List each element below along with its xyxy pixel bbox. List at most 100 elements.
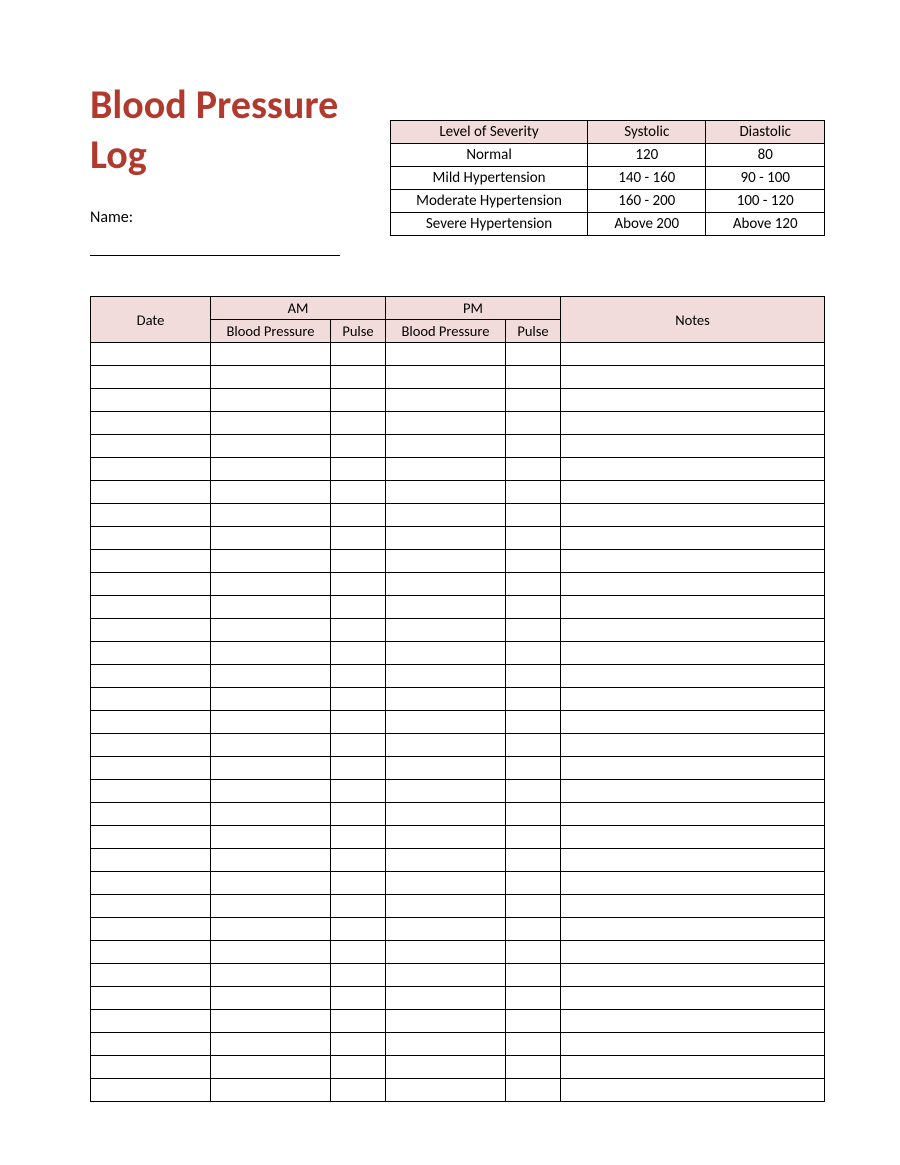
log-cell-am_bp[interactable]	[211, 1056, 331, 1079]
log-cell-pm_pulse[interactable]	[506, 550, 561, 573]
log-cell-pm_bp[interactable]	[386, 987, 506, 1010]
log-cell-notes[interactable]	[561, 504, 825, 527]
log-row[interactable]	[91, 849, 825, 872]
log-cell-pm_bp[interactable]	[386, 1056, 506, 1079]
log-cell-pm_bp[interactable]	[386, 527, 506, 550]
log-row[interactable]	[91, 826, 825, 849]
log-cell-pm_bp[interactable]	[386, 1079, 506, 1102]
log-cell-notes[interactable]	[561, 803, 825, 826]
log-cell-am_pulse[interactable]	[331, 987, 386, 1010]
log-cell-date[interactable]	[91, 734, 211, 757]
log-cell-pm_bp[interactable]	[386, 366, 506, 389]
log-cell-pm_bp[interactable]	[386, 849, 506, 872]
log-cell-pm_pulse[interactable]	[506, 1033, 561, 1056]
log-cell-am_pulse[interactable]	[331, 458, 386, 481]
log-cell-pm_bp[interactable]	[386, 757, 506, 780]
log-cell-notes[interactable]	[561, 1010, 825, 1033]
log-cell-am_pulse[interactable]	[331, 435, 386, 458]
log-cell-pm_bp[interactable]	[386, 343, 506, 366]
log-cell-am_bp[interactable]	[211, 458, 331, 481]
log-cell-notes[interactable]	[561, 665, 825, 688]
log-cell-pm_bp[interactable]	[386, 803, 506, 826]
log-cell-am_bp[interactable]	[211, 1010, 331, 1033]
log-cell-pm_bp[interactable]	[386, 481, 506, 504]
log-row[interactable]	[91, 619, 825, 642]
log-row[interactable]	[91, 458, 825, 481]
log-cell-date[interactable]	[91, 596, 211, 619]
log-cell-pm_bp[interactable]	[386, 596, 506, 619]
log-cell-am_pulse[interactable]	[331, 366, 386, 389]
log-cell-pm_bp[interactable]	[386, 895, 506, 918]
log-cell-am_bp[interactable]	[211, 619, 331, 642]
log-cell-date[interactable]	[91, 366, 211, 389]
log-cell-pm_pulse[interactable]	[506, 412, 561, 435]
log-row[interactable]	[91, 941, 825, 964]
log-cell-pm_pulse[interactable]	[506, 757, 561, 780]
log-cell-am_pulse[interactable]	[331, 665, 386, 688]
log-cell-pm_bp[interactable]	[386, 619, 506, 642]
log-cell-am_bp[interactable]	[211, 481, 331, 504]
log-cell-pm_bp[interactable]	[386, 389, 506, 412]
log-cell-notes[interactable]	[561, 412, 825, 435]
log-cell-date[interactable]	[91, 504, 211, 527]
log-cell-pm_pulse[interactable]	[506, 734, 561, 757]
log-cell-notes[interactable]	[561, 987, 825, 1010]
log-cell-pm_pulse[interactable]	[506, 1010, 561, 1033]
log-cell-notes[interactable]	[561, 619, 825, 642]
log-cell-pm_bp[interactable]	[386, 504, 506, 527]
log-cell-am_pulse[interactable]	[331, 918, 386, 941]
log-cell-notes[interactable]	[561, 481, 825, 504]
log-cell-pm_pulse[interactable]	[506, 619, 561, 642]
log-cell-pm_bp[interactable]	[386, 435, 506, 458]
log-cell-am_pulse[interactable]	[331, 412, 386, 435]
log-row[interactable]	[91, 665, 825, 688]
log-row[interactable]	[91, 481, 825, 504]
log-cell-date[interactable]	[91, 803, 211, 826]
log-row[interactable]	[91, 504, 825, 527]
log-cell-date[interactable]	[91, 389, 211, 412]
log-row[interactable]	[91, 642, 825, 665]
log-cell-pm_pulse[interactable]	[506, 481, 561, 504]
log-cell-notes[interactable]	[561, 642, 825, 665]
log-cell-pm_pulse[interactable]	[506, 435, 561, 458]
log-cell-pm_bp[interactable]	[386, 711, 506, 734]
log-cell-pm_pulse[interactable]	[506, 711, 561, 734]
log-cell-notes[interactable]	[561, 872, 825, 895]
log-cell-pm_pulse[interactable]	[506, 1079, 561, 1102]
log-cell-am_bp[interactable]	[211, 1079, 331, 1102]
log-row[interactable]	[91, 895, 825, 918]
log-cell-pm_bp[interactable]	[386, 573, 506, 596]
log-cell-pm_bp[interactable]	[386, 1033, 506, 1056]
log-cell-am_bp[interactable]	[211, 941, 331, 964]
log-cell-am_pulse[interactable]	[331, 573, 386, 596]
log-cell-pm_pulse[interactable]	[506, 665, 561, 688]
log-cell-am_bp[interactable]	[211, 642, 331, 665]
log-cell-pm_bp[interactable]	[386, 1010, 506, 1033]
log-cell-am_bp[interactable]	[211, 550, 331, 573]
log-cell-pm_bp[interactable]	[386, 734, 506, 757]
log-cell-notes[interactable]	[561, 941, 825, 964]
log-row[interactable]	[91, 412, 825, 435]
log-cell-pm_bp[interactable]	[386, 872, 506, 895]
log-cell-am_pulse[interactable]	[331, 1010, 386, 1033]
log-cell-date[interactable]	[91, 688, 211, 711]
log-cell-am_bp[interactable]	[211, 435, 331, 458]
log-row[interactable]	[91, 343, 825, 366]
log-cell-pm_pulse[interactable]	[506, 573, 561, 596]
log-row[interactable]	[91, 1010, 825, 1033]
log-cell-notes[interactable]	[561, 527, 825, 550]
log-cell-am_pulse[interactable]	[331, 895, 386, 918]
log-row[interactable]	[91, 964, 825, 987]
log-row[interactable]	[91, 1033, 825, 1056]
log-cell-date[interactable]	[91, 964, 211, 987]
log-cell-am_bp[interactable]	[211, 343, 331, 366]
log-cell-date[interactable]	[91, 711, 211, 734]
log-cell-pm_pulse[interactable]	[506, 642, 561, 665]
log-cell-am_pulse[interactable]	[331, 1033, 386, 1056]
log-cell-pm_pulse[interactable]	[506, 803, 561, 826]
log-row[interactable]	[91, 596, 825, 619]
log-cell-date[interactable]	[91, 527, 211, 550]
log-row[interactable]	[91, 389, 825, 412]
log-cell-notes[interactable]	[561, 1056, 825, 1079]
log-row[interactable]	[91, 918, 825, 941]
